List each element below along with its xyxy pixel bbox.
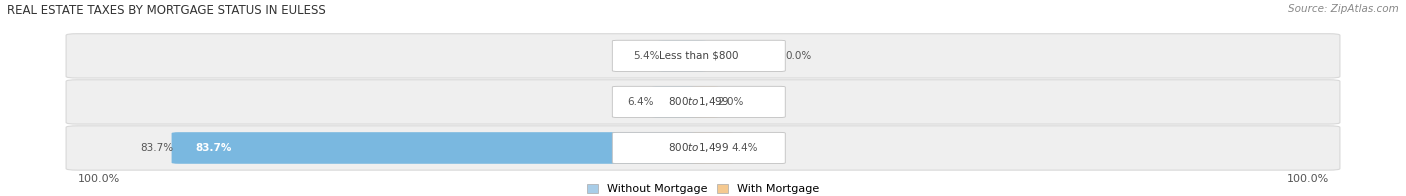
Text: 0.0%: 0.0% [785,51,811,61]
Legend: Without Mortgage, With Mortgage: Without Mortgage, With Mortgage [588,184,818,194]
Text: 2.0%: 2.0% [717,97,744,107]
Text: 100.0%: 100.0% [77,174,120,184]
FancyBboxPatch shape [66,126,1340,170]
FancyBboxPatch shape [66,80,1340,124]
FancyBboxPatch shape [652,86,706,118]
Text: 5.4%: 5.4% [633,51,659,61]
Text: 100.0%: 100.0% [1286,174,1329,184]
FancyBboxPatch shape [613,86,785,118]
Text: 4.4%: 4.4% [731,143,758,153]
FancyBboxPatch shape [613,40,785,72]
Text: $800 to $1,499: $800 to $1,499 [668,95,730,108]
Text: 6.4%: 6.4% [627,97,654,107]
Text: Less than $800: Less than $800 [659,51,738,61]
Text: 83.7%: 83.7% [139,143,173,153]
Text: REAL ESTATE TAXES BY MORTGAGE STATUS IN EULESS: REAL ESTATE TAXES BY MORTGAGE STATUS IN … [7,4,326,17]
FancyBboxPatch shape [692,86,718,118]
FancyBboxPatch shape [613,132,785,164]
FancyBboxPatch shape [692,132,733,164]
FancyBboxPatch shape [658,40,706,72]
FancyBboxPatch shape [66,34,1340,78]
Text: Source: ZipAtlas.com: Source: ZipAtlas.com [1288,4,1399,14]
FancyBboxPatch shape [172,132,706,164]
Text: $800 to $1,499: $800 to $1,499 [668,142,730,154]
Text: 83.7%: 83.7% [195,143,232,153]
